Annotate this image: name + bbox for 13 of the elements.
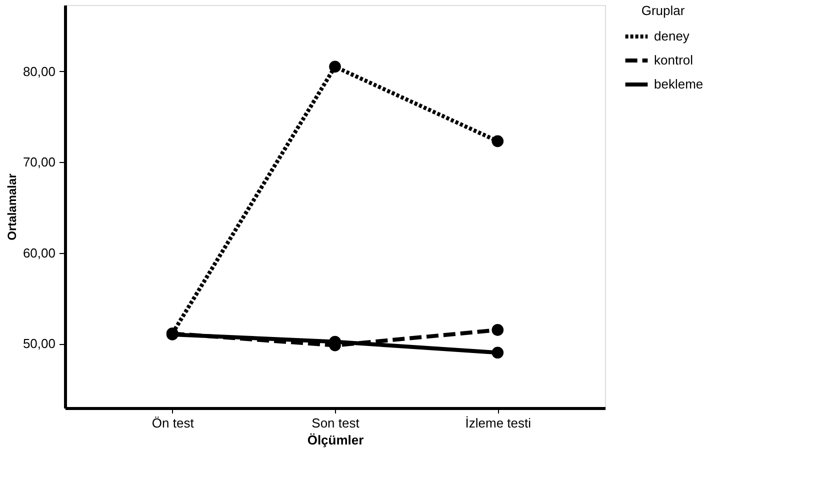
legend-title: Gruplar <box>641 3 686 18</box>
y-tick-label: 70,00 <box>22 154 56 170</box>
x-tick-label: Son test <box>312 416 360 430</box>
legend-label: kontrol <box>654 52 694 68</box>
legend-label: bekleme <box>654 76 704 92</box>
y-tick-label: 80,00 <box>22 64 56 79</box>
x-axis-title: Ölçümler <box>307 432 364 448</box>
y-axis-title: Ortalamalar <box>4 173 19 240</box>
x-tick-label: Ön test <box>152 416 194 430</box>
y-tick-label: 60,00 <box>22 245 56 260</box>
x-tick-label: İzleme testi <box>465 416 532 430</box>
legend-label: deney <box>654 28 690 44</box>
y-tick-label: 50,00 <box>22 336 56 352</box>
